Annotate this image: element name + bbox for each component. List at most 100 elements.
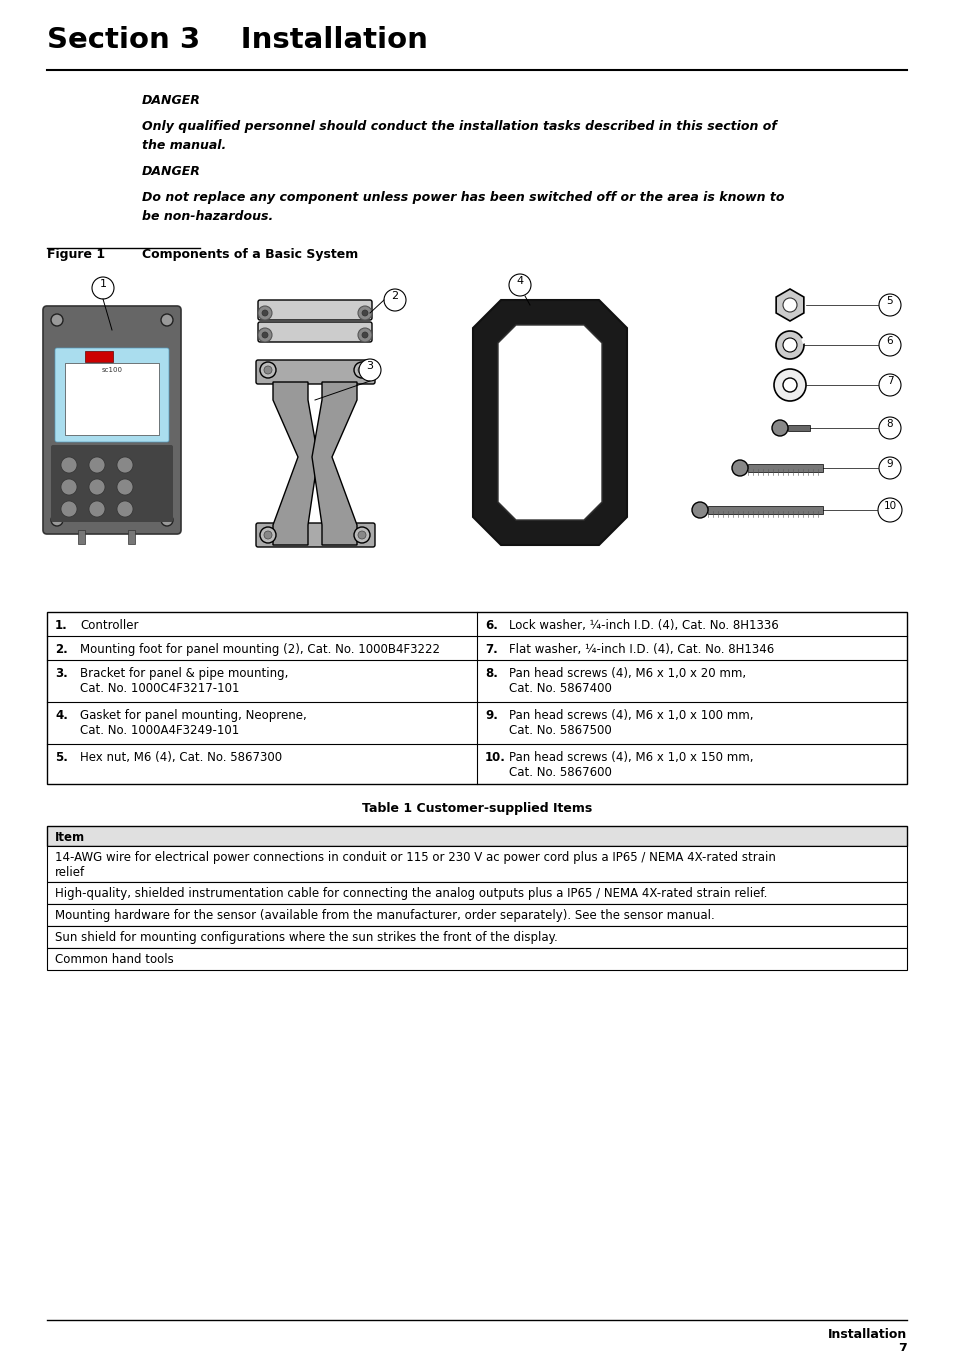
Polygon shape — [776, 289, 803, 322]
Circle shape — [357, 366, 366, 374]
Text: Controller: Controller — [80, 619, 138, 632]
Circle shape — [509, 274, 531, 296]
Circle shape — [878, 295, 900, 316]
Circle shape — [264, 366, 272, 374]
Circle shape — [782, 378, 796, 392]
Text: DANGER: DANGER — [142, 95, 201, 107]
Text: 14-AWG wire for electrical power connections in conduit or 115 or 230 V ac power: 14-AWG wire for electrical power connect… — [55, 851, 775, 880]
Bar — [707, 507, 822, 513]
Text: Common hand tools: Common hand tools — [55, 952, 173, 966]
Bar — [78, 530, 85, 544]
Circle shape — [384, 289, 406, 311]
Circle shape — [878, 334, 900, 357]
Circle shape — [51, 513, 63, 526]
FancyBboxPatch shape — [255, 359, 375, 384]
Bar — [747, 463, 822, 471]
Text: 4.: 4. — [55, 709, 68, 721]
Text: 3: 3 — [366, 361, 374, 372]
Text: Mounting hardware for the sensor (available from the manufacturer, order separat: Mounting hardware for the sensor (availa… — [55, 909, 714, 921]
Text: Only qualified personnel should conduct the installation tasks described in this: Only qualified personnel should conduct … — [142, 120, 776, 153]
Circle shape — [89, 501, 105, 517]
Text: 8: 8 — [885, 419, 892, 430]
Text: Pan head screws (4), M6 x 1,0 x 150 mm,
Cat. No. 5867600: Pan head screws (4), M6 x 1,0 x 150 mm, … — [509, 751, 753, 780]
Text: 10.: 10. — [484, 751, 505, 765]
Text: 2: 2 — [391, 290, 398, 301]
Bar — [47, 882, 906, 904]
Circle shape — [264, 531, 272, 539]
Circle shape — [361, 332, 368, 338]
Circle shape — [357, 328, 372, 342]
Circle shape — [358, 359, 380, 381]
Circle shape — [782, 338, 796, 353]
Text: 2.: 2. — [55, 643, 68, 657]
Circle shape — [691, 503, 707, 517]
Text: 1.: 1. — [55, 619, 68, 632]
Text: 1: 1 — [99, 280, 107, 289]
Bar — [47, 846, 906, 882]
Circle shape — [782, 299, 796, 312]
Circle shape — [354, 527, 370, 543]
Circle shape — [257, 305, 272, 320]
Circle shape — [117, 457, 132, 473]
Bar — [787, 426, 809, 431]
Text: 9: 9 — [885, 459, 892, 469]
Text: Pan head screws (4), M6 x 1,0 x 100 mm,
Cat. No. 5867500: Pan head screws (4), M6 x 1,0 x 100 mm, … — [509, 709, 753, 738]
Bar — [47, 825, 906, 846]
Text: Mounting foot for panel mounting (2), Cat. No. 1000B4F3222: Mounting foot for panel mounting (2), Ca… — [80, 643, 439, 657]
Text: Installation: Installation — [827, 1328, 906, 1342]
Circle shape — [357, 531, 366, 539]
FancyBboxPatch shape — [55, 349, 169, 442]
Circle shape — [89, 457, 105, 473]
Circle shape — [117, 501, 132, 517]
Circle shape — [773, 369, 805, 401]
Circle shape — [61, 457, 77, 473]
Circle shape — [262, 309, 268, 316]
Text: 5.: 5. — [55, 751, 68, 765]
Text: 5: 5 — [885, 296, 892, 305]
Circle shape — [161, 313, 172, 326]
Text: 4: 4 — [516, 276, 523, 286]
Text: 7: 7 — [898, 1342, 906, 1351]
Bar — [65, 363, 159, 435]
Text: Do not replace any component unless power has been switched off or the area is k: Do not replace any component unless powe… — [142, 190, 783, 223]
Bar — [47, 612, 906, 784]
FancyBboxPatch shape — [257, 322, 372, 342]
Circle shape — [91, 277, 113, 299]
Text: Pan head screws (4), M6 x 1,0 x 20 mm,
Cat. No. 5867400: Pan head screws (4), M6 x 1,0 x 20 mm, C… — [509, 667, 745, 694]
Text: Hex nut, M6 (4), Cat. No. 5867300: Hex nut, M6 (4), Cat. No. 5867300 — [80, 751, 282, 765]
Circle shape — [357, 305, 372, 320]
Text: 8.: 8. — [484, 667, 497, 680]
Polygon shape — [312, 382, 356, 544]
Text: Flat washer, ¼-inch I.D. (4), Cat. No. 8H1346: Flat washer, ¼-inch I.D. (4), Cat. No. 8… — [509, 643, 774, 657]
Circle shape — [878, 457, 900, 480]
Polygon shape — [273, 382, 317, 544]
Circle shape — [354, 362, 370, 378]
Text: Figure 1: Figure 1 — [47, 249, 105, 261]
Text: 7: 7 — [885, 376, 892, 386]
Circle shape — [51, 313, 63, 326]
Circle shape — [877, 499, 901, 521]
Circle shape — [771, 420, 787, 436]
Text: 6: 6 — [885, 336, 892, 346]
Text: Gasket for panel mounting, Neoprene,
Cat. No. 1000A4F3249-101: Gasket for panel mounting, Neoprene, Cat… — [80, 709, 307, 738]
Text: 6.: 6. — [484, 619, 497, 632]
Circle shape — [878, 417, 900, 439]
Circle shape — [731, 459, 747, 476]
Text: 7.: 7. — [484, 643, 497, 657]
Circle shape — [262, 332, 268, 338]
Text: DANGER: DANGER — [142, 165, 201, 178]
Circle shape — [260, 362, 275, 378]
Circle shape — [117, 480, 132, 494]
Circle shape — [257, 328, 272, 342]
FancyBboxPatch shape — [43, 305, 181, 534]
Polygon shape — [497, 326, 601, 520]
Bar — [85, 351, 112, 362]
Circle shape — [161, 513, 172, 526]
Text: Bracket for panel & pipe mounting,
Cat. No. 1000C4F3217-101: Bracket for panel & pipe mounting, Cat. … — [80, 667, 288, 694]
Circle shape — [775, 331, 803, 359]
FancyBboxPatch shape — [51, 444, 172, 521]
Polygon shape — [473, 300, 626, 544]
Bar — [47, 904, 906, 925]
Text: Section 3    Installation: Section 3 Installation — [47, 26, 428, 54]
Text: 3.: 3. — [55, 667, 68, 680]
